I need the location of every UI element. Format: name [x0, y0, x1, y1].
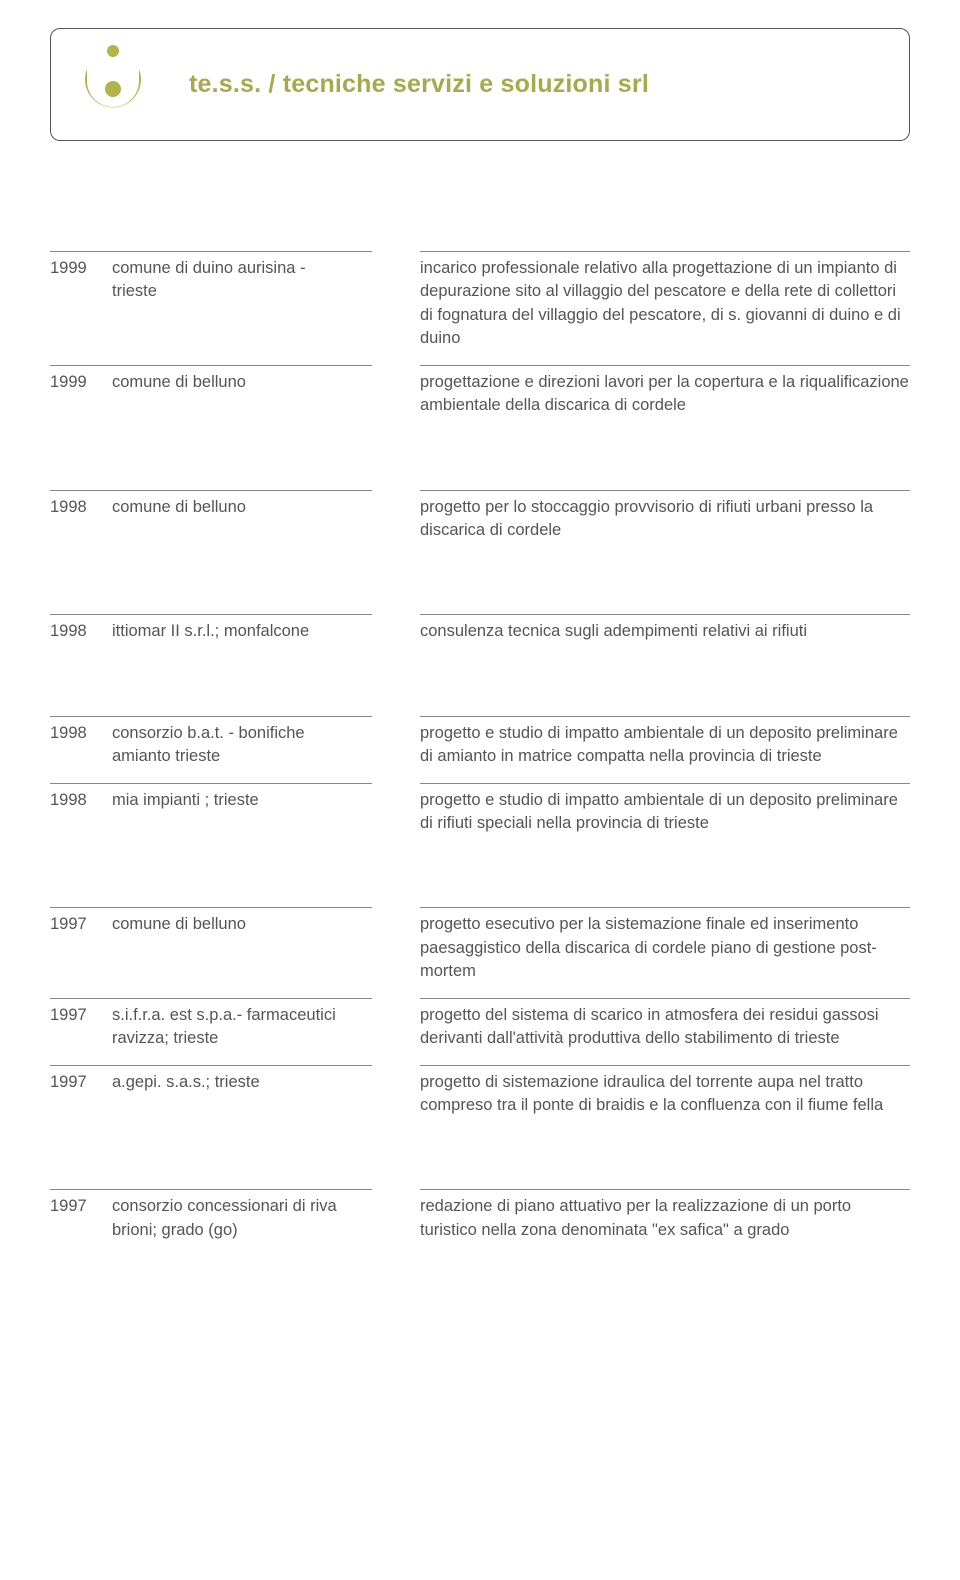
entry-description: progetto per lo stoccaggio provvisorio d… [420, 490, 910, 543]
entry-year: 1999 [50, 251, 112, 280]
entry-year: 1998 [50, 716, 112, 745]
entry-client: consorzio b.a.t. - bonifiche amianto tri… [112, 716, 372, 769]
entry-row: 1998ittiomar II s.r.l.; monfalcone consul… [50, 614, 910, 643]
entry-row: 1998consorzio b.a.t. - bonifiche amianto… [50, 716, 910, 769]
entry-year: 1998 [50, 783, 112, 812]
entry-description: redazione di piano attuativo per la real… [420, 1189, 910, 1242]
entry-row: 1997s.i.f.r.a. est s.p.a.- farmaceutici … [50, 998, 910, 1051]
entry-description: progetto e studio di impatto ambientale … [420, 716, 910, 769]
entry-year: 1999 [50, 365, 112, 394]
entry-client: comune di belluno [112, 907, 372, 936]
entry-client: comune di belluno [112, 365, 372, 394]
entry-description: progetto e studio di impatto ambientale … [420, 783, 910, 836]
entry-year: 1997 [50, 1189, 112, 1218]
document-header: te.s.s. / tecniche servizi e soluzioni s… [50, 28, 910, 141]
entry-row: 1997consorzio concessionari di riva brio… [50, 1189, 910, 1242]
entry-client: s.i.f.r.a. est s.p.a.- farmaceutici ravi… [112, 998, 372, 1051]
entry-year: 1997 [50, 907, 112, 936]
entry-client: ittiomar II s.r.l.; monfalcone [112, 614, 372, 643]
entry-description: progetto esecutivo per la sistemazione f… [420, 907, 910, 983]
entry-row: 1999comune di duino aurisina - trieste in… [50, 251, 910, 351]
company-name: te.s.s. / tecniche servizi e soluzioni s… [189, 70, 649, 99]
entry-year: 1998 [50, 490, 112, 519]
entry-description: consulenza tecnica sugli adempimenti rel… [420, 614, 910, 643]
company-logo [73, 43, 153, 126]
entry-client: comune di belluno [112, 490, 372, 519]
entry-row: 1997a.gepi. s.a.s.; trieste progetto di s… [50, 1065, 910, 1118]
entry-description: progetto del sistema di scarico in atmos… [420, 998, 910, 1051]
entry-row: 1997comune di belluno progetto esecutivo … [50, 907, 910, 983]
entry-row: 1999comune di belluno progettazione e dir… [50, 365, 910, 418]
entry-year: 1997 [50, 1065, 112, 1094]
entry-client: consorzio concessionari di riva brioni; … [112, 1189, 372, 1242]
entry-client: comune di duino aurisina - trieste [112, 251, 372, 304]
entry-row: 1998comune di belluno progetto per lo sto… [50, 490, 910, 543]
entry-year: 1997 [50, 998, 112, 1027]
entry-year: 1998 [50, 614, 112, 643]
entry-client: mia impianti ; trieste [112, 783, 372, 812]
entry-row: 1998mia impianti ; trieste progetto e stu… [50, 783, 910, 836]
entry-client: a.gepi. s.a.s.; trieste [112, 1065, 372, 1094]
entry-description: progetto di sistemazione idraulica del t… [420, 1065, 910, 1118]
entry-description: progettazione e direzioni lavori per la … [420, 365, 910, 418]
entry-description: incarico professionale relativo alla pro… [420, 251, 910, 351]
entries-list: 1999comune di duino aurisina - triestein… [50, 251, 910, 1256]
